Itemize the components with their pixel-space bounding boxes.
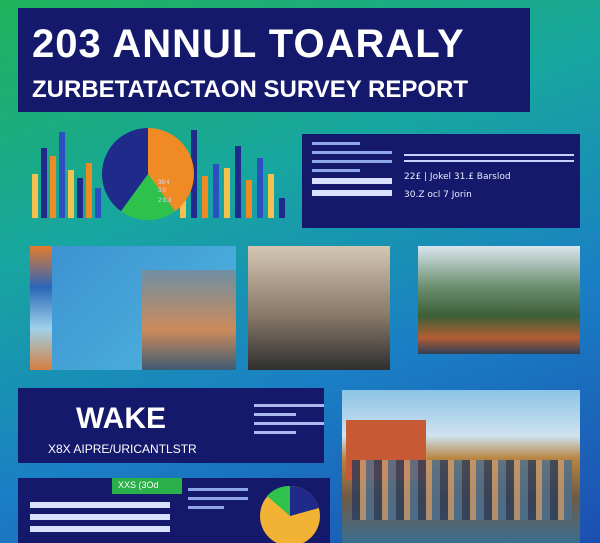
photo-outdoor-event (418, 246, 580, 354)
bar-line (30, 526, 170, 532)
chart-bar (59, 132, 65, 218)
chart-bar (50, 156, 56, 218)
photo-collage-group (30, 246, 236, 370)
pie-slice (101, 128, 148, 212)
pie-label: 38:4 (158, 180, 170, 186)
bar-line (30, 514, 170, 520)
photo-dining-hall (248, 246, 390, 370)
bottom-pie (260, 485, 320, 543)
stats-text-line (404, 154, 574, 156)
stats-bar (312, 190, 392, 196)
bottom-panel: XXS (3Od (18, 478, 330, 543)
chart-bar (257, 158, 263, 218)
bottom-bars (30, 502, 170, 538)
chart-bar (246, 180, 252, 218)
chart-bar (191, 130, 197, 218)
chart-bar (268, 174, 274, 218)
chart-bar (213, 164, 219, 218)
chart-bar (202, 176, 208, 218)
report-title: 203 ANNUL TOARALY (32, 22, 465, 66)
chart-bar (86, 163, 92, 218)
summary-chart: 38:4 3:0 2:8.3 (30, 126, 292, 226)
pie-slice (148, 128, 194, 212)
text-line (188, 506, 224, 509)
bottom-text-lines (188, 488, 248, 515)
lower-text-lines (254, 404, 324, 440)
chart-svg: 38:4 3:0 2:8.3 (32, 128, 285, 220)
title-panel: 203 ANNUL TOARALY ZURBETATACTAON SURVEY … (18, 8, 530, 112)
photo-crowd-outdoor (342, 390, 580, 543)
chart-bar (224, 168, 230, 218)
stat-row-2: 30.Z ocl 7 Jorin (404, 190, 472, 200)
stats-text-line (404, 160, 574, 162)
lower-panel: WAKE X8X AIPRE/URICANTLSTR (18, 388, 324, 463)
thumbnail-strip (30, 246, 52, 370)
text-line (254, 404, 324, 407)
chart-bar (68, 170, 74, 218)
lower-title: WAKE (76, 402, 166, 435)
stats-text-block: 22£ | Jokel 31.£ Barslod 30.Z ocl 7 Jori… (404, 154, 574, 208)
pie-label: 2:8.3 (158, 198, 172, 204)
stats-line (312, 160, 392, 163)
stats-bar (312, 178, 392, 184)
chart-bar (77, 178, 83, 218)
stats-line (312, 151, 392, 154)
chart-bar (95, 188, 101, 218)
text-line (188, 488, 248, 491)
crowd (352, 460, 572, 520)
chart-bar (279, 198, 285, 218)
pie-label: 3:0 (158, 188, 167, 194)
text-line (254, 413, 296, 416)
stats-line (312, 169, 360, 172)
pie-slice (120, 174, 176, 220)
stats-line (312, 142, 360, 145)
stats-lines (312, 142, 392, 202)
text-line (188, 497, 248, 500)
text-line (254, 431, 296, 434)
photo-people (142, 270, 236, 370)
chart-bar (41, 148, 47, 218)
chart-bar (32, 174, 38, 218)
text-line (254, 422, 324, 425)
report-subtitle: ZURBETATACTAON SURVEY REPORT (32, 76, 469, 103)
stats-panel: 22£ | Jokel 31.£ Barslod 30.Z ocl 7 Jori… (302, 134, 580, 228)
highlight-button[interactable]: XXS (3Od (112, 478, 182, 494)
lower-subtitle: X8X AIPRE/URICANTLSTR (48, 442, 197, 456)
bar-line (30, 502, 170, 508)
stat-row-1: 22£ | Jokel 31.£ Barslod (404, 172, 511, 182)
chart-bar (235, 146, 241, 218)
